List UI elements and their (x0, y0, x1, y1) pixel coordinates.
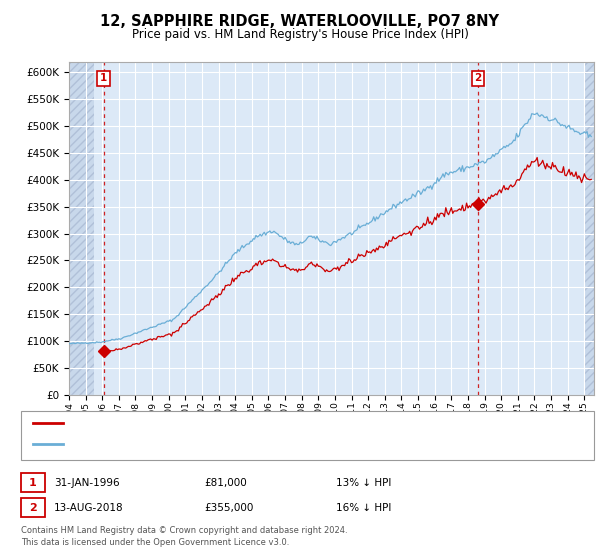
Text: £355,000: £355,000 (204, 503, 253, 513)
Text: 12, SAPPHIRE RIDGE, WATERLOOVILLE, PO7 8NY (detached house): 12, SAPPHIRE RIDGE, WATERLOOVILLE, PO7 8… (69, 418, 400, 428)
Text: Price paid vs. HM Land Registry's House Price Index (HPI): Price paid vs. HM Land Registry's House … (131, 28, 469, 41)
Text: 2: 2 (475, 73, 482, 83)
Bar (69, 62, 94, 395)
Text: £81,000: £81,000 (204, 478, 247, 488)
Text: 13% ↓ HPI: 13% ↓ HPI (336, 478, 391, 488)
Text: Contains HM Land Registry data © Crown copyright and database right 2024.: Contains HM Land Registry data © Crown c… (21, 526, 347, 535)
Text: 13-AUG-2018: 13-AUG-2018 (54, 503, 124, 513)
Text: 16% ↓ HPI: 16% ↓ HPI (336, 503, 391, 513)
Text: 2: 2 (29, 503, 37, 513)
Text: 1: 1 (100, 73, 107, 83)
Text: 31-JAN-1996: 31-JAN-1996 (54, 478, 119, 488)
Text: HPI: Average price, detached house, Havant: HPI: Average price, detached house, Hava… (69, 439, 289, 449)
Text: 12, SAPPHIRE RIDGE, WATERLOOVILLE, PO7 8NY: 12, SAPPHIRE RIDGE, WATERLOOVILLE, PO7 8… (101, 14, 499, 29)
Text: This data is licensed under the Open Government Licence v3.0.: This data is licensed under the Open Gov… (21, 538, 289, 547)
Text: 1: 1 (29, 478, 37, 488)
Bar (584, 62, 594, 395)
